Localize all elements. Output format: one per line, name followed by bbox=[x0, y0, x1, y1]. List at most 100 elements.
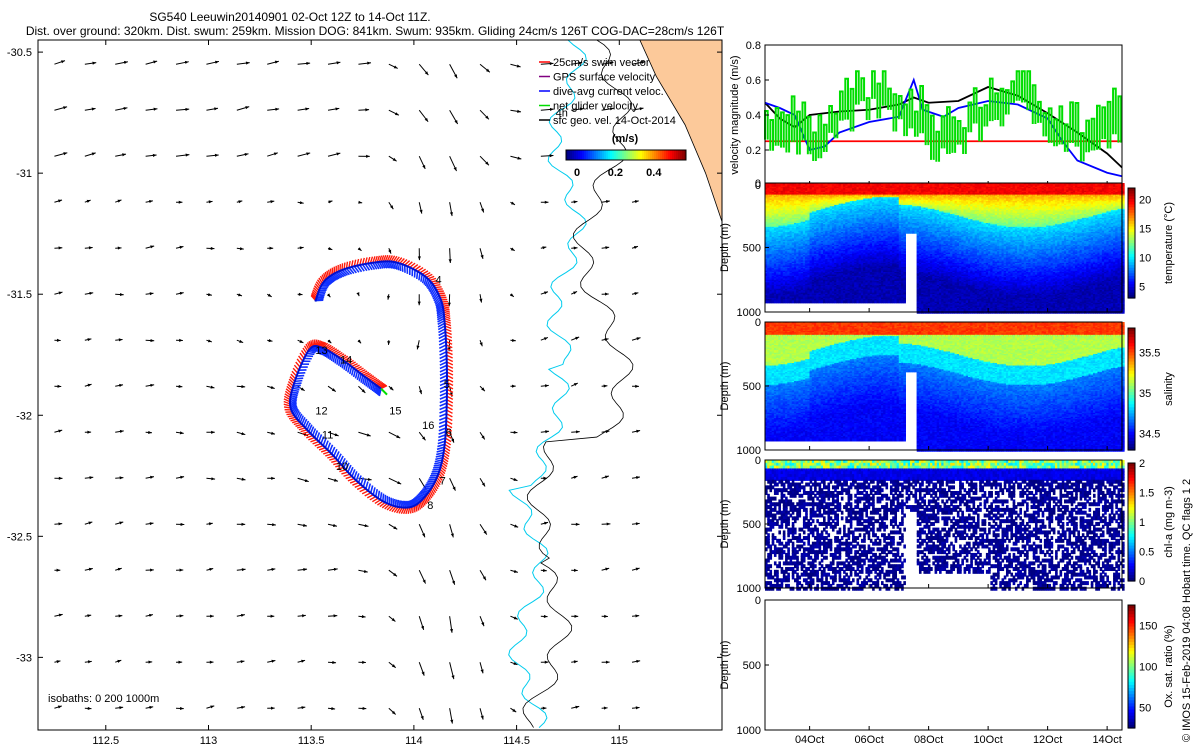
current-vector-head bbox=[180, 475, 185, 479]
swim-vector bbox=[369, 256, 374, 264]
colorbar-label: (m/s) bbox=[612, 133, 639, 145]
colorbar-cell bbox=[670, 150, 673, 160]
current-vector-head bbox=[544, 521, 549, 525]
data-cell bbox=[771, 300, 775, 304]
current-vector-head bbox=[153, 107, 158, 111]
swim-vector bbox=[331, 267, 334, 275]
colorbar-cell bbox=[582, 150, 585, 160]
colorbar-cell bbox=[592, 150, 595, 160]
data-cell bbox=[785, 300, 788, 304]
current-vector-head bbox=[573, 246, 578, 250]
dac-vector bbox=[439, 351, 447, 356]
colorbar-cell bbox=[604, 150, 607, 160]
dac-vector bbox=[352, 369, 357, 378]
current-vector-head bbox=[267, 293, 272, 297]
swim-vector bbox=[404, 260, 411, 266]
current-vector-head bbox=[517, 109, 521, 113]
colorbar-cell bbox=[650, 150, 653, 160]
current-vector-head bbox=[544, 660, 549, 664]
current-vector-head bbox=[573, 475, 578, 479]
swim-vector bbox=[313, 287, 319, 294]
dac-vector bbox=[438, 337, 447, 343]
colorbar-cell bbox=[658, 150, 661, 160]
current-vector-head bbox=[636, 659, 641, 663]
current-vector-head bbox=[211, 430, 215, 434]
dac-vector bbox=[439, 395, 448, 400]
current-vector-head bbox=[179, 614, 184, 618]
current-vector-head bbox=[209, 660, 214, 664]
current-vector-head bbox=[480, 254, 484, 259]
current-vector-head bbox=[238, 200, 243, 204]
current-vector-head bbox=[271, 659, 276, 663]
current-vector-head bbox=[543, 337, 548, 341]
current-vector-head bbox=[333, 567, 338, 571]
current-vector-head bbox=[448, 259, 452, 263]
data-cell bbox=[811, 300, 815, 304]
data-cell bbox=[776, 300, 779, 304]
swim-vector bbox=[343, 262, 346, 270]
current-vector-head bbox=[573, 291, 578, 295]
colorbar-tick: 0.4 bbox=[646, 167, 662, 179]
x-tick-label: 114 bbox=[405, 735, 423, 747]
current-vector-head bbox=[609, 107, 614, 111]
current-vector-head bbox=[153, 60, 158, 64]
current-vector-head bbox=[358, 200, 363, 204]
dac-vector bbox=[382, 261, 388, 269]
current-vector-head bbox=[543, 291, 548, 295]
current-vector-head bbox=[422, 579, 426, 584]
data-cell bbox=[769, 300, 773, 304]
current-vector-head bbox=[87, 430, 92, 434]
dac-vector bbox=[438, 344, 447, 350]
swim-vector bbox=[367, 256, 371, 264]
current-vector-head bbox=[272, 523, 276, 527]
dac-vector bbox=[316, 432, 321, 440]
current-vector-head bbox=[209, 567, 214, 571]
current-vector-head bbox=[635, 614, 640, 618]
current-vector-head bbox=[63, 152, 68, 156]
current-vector-head bbox=[122, 153, 127, 157]
current-vector-head bbox=[179, 568, 184, 572]
dac-vector bbox=[355, 473, 360, 481]
current-vector-head bbox=[303, 567, 308, 572]
colorbar-cell bbox=[568, 150, 571, 160]
current-vector-head bbox=[424, 71, 429, 76]
current-vector-head bbox=[150, 245, 155, 249]
swim-vector bbox=[321, 274, 326, 282]
data-cell bbox=[802, 300, 806, 304]
dac-vector bbox=[374, 262, 380, 270]
current-vector-head bbox=[420, 715, 424, 720]
current-vector-head bbox=[603, 384, 608, 388]
current-vector-head bbox=[327, 339, 332, 344]
colorbar-cell bbox=[648, 150, 651, 160]
current-vector-head bbox=[335, 107, 340, 111]
colorbar-cell bbox=[646, 150, 649, 160]
current-vector-head bbox=[421, 625, 425, 630]
data-cell bbox=[807, 300, 810, 304]
current-vector-head bbox=[245, 106, 250, 110]
current-vector-head bbox=[149, 705, 154, 709]
current-vector-head bbox=[483, 530, 487, 535]
dac-vector bbox=[328, 276, 336, 282]
current-vector-head bbox=[119, 476, 124, 480]
current-vector-head bbox=[517, 156, 522, 160]
current-vector-head bbox=[605, 430, 610, 434]
colorbar-cell bbox=[616, 150, 619, 160]
dac-vector bbox=[329, 275, 337, 281]
current-vector-head bbox=[634, 200, 639, 204]
dac-vector bbox=[425, 483, 434, 487]
current-vector-head bbox=[331, 388, 336, 392]
current-vector-head bbox=[336, 152, 341, 156]
current-vector-head bbox=[328, 247, 333, 250]
current-vector-head bbox=[604, 338, 609, 342]
x-tick-label: 115 bbox=[611, 735, 629, 747]
current-vector-head bbox=[332, 660, 337, 665]
data-cell bbox=[791, 300, 795, 304]
current-vector-head bbox=[605, 199, 610, 204]
net-velocity-end bbox=[380, 387, 388, 396]
current-vector-head bbox=[480, 669, 484, 674]
dac-vector bbox=[353, 265, 360, 273]
current-vector-head bbox=[58, 246, 63, 250]
